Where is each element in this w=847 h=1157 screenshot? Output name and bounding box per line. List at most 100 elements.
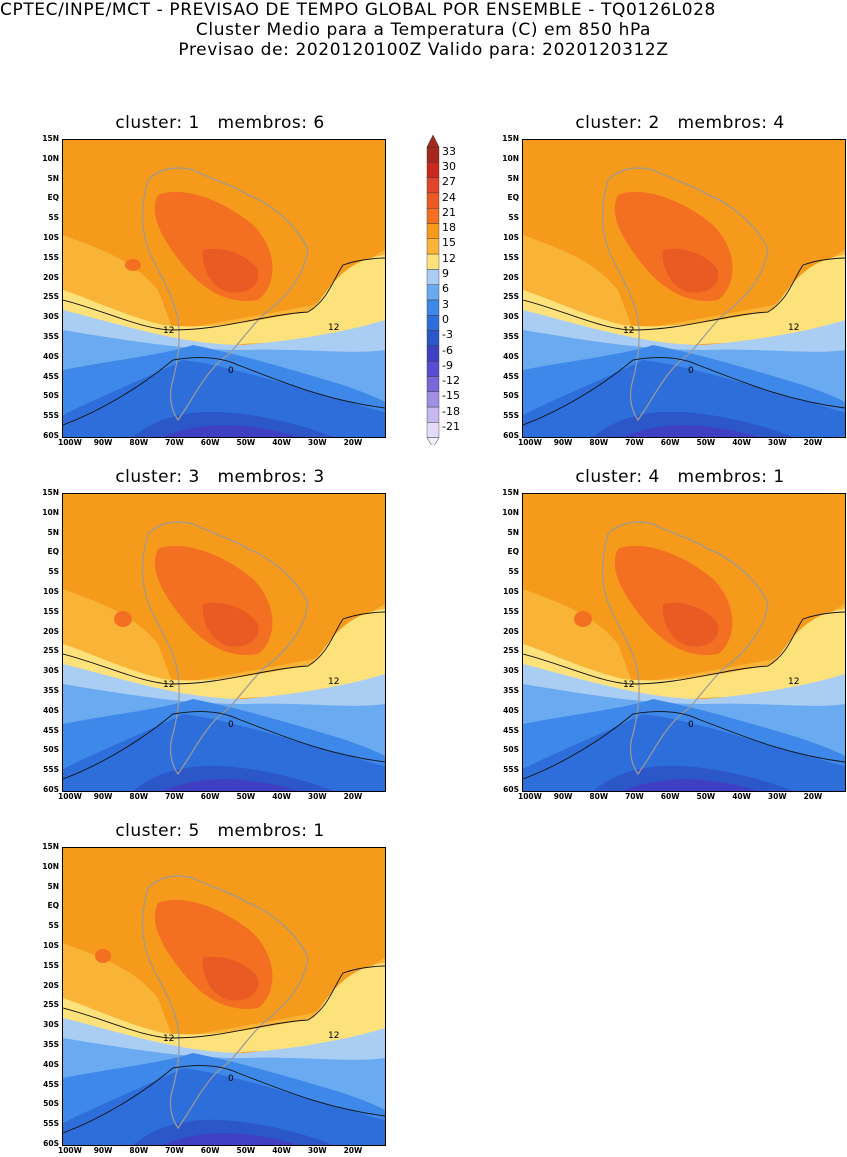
colorbar-label: -21 [442,420,460,434]
temp-band-0 [63,714,385,791]
colorbar-swatch [426,269,440,285]
map-panel: 12 12 0 [62,493,386,792]
lat-tick-label: 30S [503,666,519,676]
lon-tick-label: 100W [518,792,542,801]
colorbar-label: -3 [442,328,453,342]
colorbar-label: 27 [442,175,456,189]
colorbar-label: 21 [442,205,456,219]
contour-label-12b: 12 [788,677,799,687]
lon-tick-label: 30W [767,792,787,801]
south-america-outline [141,521,309,776]
lon-tick-label: 90W [553,792,573,801]
header-line-1: CPTEC/INPE/MCT - PREVISAO DE TEMPO GLOBA… [0,0,716,20]
lon-tick-label: 60W [200,1146,220,1155]
lat-tick-label: 60S [43,785,59,794]
lat-tick-label: 20S [503,272,519,282]
colorbar-swatch [426,207,440,224]
lon-tick-label: 70W [625,438,644,447]
lon-tick-label: 70W [165,1146,184,1155]
lat-tick-label: 15N [42,488,59,497]
colorbar-swatch [426,376,440,393]
lat-tick-label: 15N [42,134,59,143]
temp-band-0 [523,360,845,437]
colorbar-swatch [426,146,440,163]
colorbar-swatches [426,134,440,449]
lat-tick-label: 45S [43,371,59,381]
lon-tick-label: 50W [236,438,256,447]
temp-band-12 [523,255,845,345]
colorbar-label: -12 [442,374,460,388]
temp-band-24 [202,602,259,647]
contour-0 [523,711,845,780]
lon-tick-label: 20W [343,792,363,801]
lat-tick-label: 40S [503,351,519,361]
lat-tick-label: 60S [43,1139,59,1148]
colorbar-arrow-top [426,134,440,148]
lat-tick-label: 60S [503,431,519,440]
lat-tick-label: 15S [43,606,59,616]
lat-tick-label: 15S [503,252,519,262]
lon-tick-label: 70W [165,438,184,447]
contour-0 [63,357,385,426]
colorbar-swatch [426,360,440,377]
map-plot: 12 12 0 [63,140,385,437]
contour-12 [63,257,385,331]
lat-tick-label: 5S [508,213,519,223]
warm-spot [95,949,111,963]
temp-band-24 [662,248,719,293]
lon-tick-label: 80W [129,1146,149,1155]
contour-label-12b: 12 [788,323,799,333]
lat-tick-label: 35S [503,332,519,341]
colorbar-swatch [426,330,440,347]
lon-tick-label: 90W [93,1146,113,1155]
warm-spot [574,611,592,627]
lat-tick-label: 55S [503,765,519,775]
warm-spot [125,259,141,271]
temp-band-12 [63,963,385,1053]
colorbar-swatch [426,177,440,194]
map-plot: 12 12 0 [523,494,845,791]
lat-tick-label: 30S [503,312,519,322]
lat-tick-label: 10S [43,941,59,950]
warm-spot [114,611,132,627]
header-line-3: Previsao de: 2020120100Z Valido para: 20… [178,40,669,60]
lat-tick-label: 40S [503,705,519,715]
panel-title: cluster: 3 membros: 3 [115,467,325,487]
temp-band-minus6 [163,779,298,791]
lat-tick-label: 50S [503,745,519,755]
colorbar-label: -18 [442,404,460,418]
lat-tick-label: 55S [503,411,519,421]
contour-label-12b: 12 [328,677,339,687]
lon-tick-label: 80W [589,438,609,447]
temp-band-0 [523,714,845,791]
lat-tick-label: 50S [43,391,59,401]
contour-label-12: 12 [623,326,634,336]
lat-tick-label: 5N [47,881,60,891]
lon-tick-label: 20W [343,438,363,447]
contour-label-12b: 12 [328,323,339,333]
colorbar-label: 33 [442,144,456,158]
lon-tick-label: 30W [767,438,787,447]
lon-tick-label: 50W [696,792,716,801]
lat-tick-label: 10N [502,153,519,163]
map-plot: 12 12 0 [523,140,845,437]
colorbar-swatch [426,238,440,255]
map-panel: 12 12 0 [62,847,386,1146]
lat-tick-label: EQ [47,547,60,557]
colorbar-label: 0 [442,312,449,326]
lon-tick-label: 40W [272,438,291,447]
lat-tick-label: 60S [503,785,519,794]
lat-tick-label: 5N [47,527,60,537]
panel-title: cluster: 1 membros: 6 [115,113,325,133]
lat-tick-label: EQ [507,193,520,203]
temp-band-24 [662,602,719,647]
temp-band-0 [63,360,385,437]
lat-tick-label: 15S [43,252,59,262]
lon-tick-label: 30W [307,792,327,801]
lon-tick-label: 60W [660,438,680,447]
lat-tick-label: 25S [43,646,59,656]
lat-tick-label: 40S [43,1059,59,1069]
lon-tick-label: 30W [307,438,327,447]
lat-tick-label: 50S [43,745,59,755]
colorbar-swatch [426,162,440,178]
